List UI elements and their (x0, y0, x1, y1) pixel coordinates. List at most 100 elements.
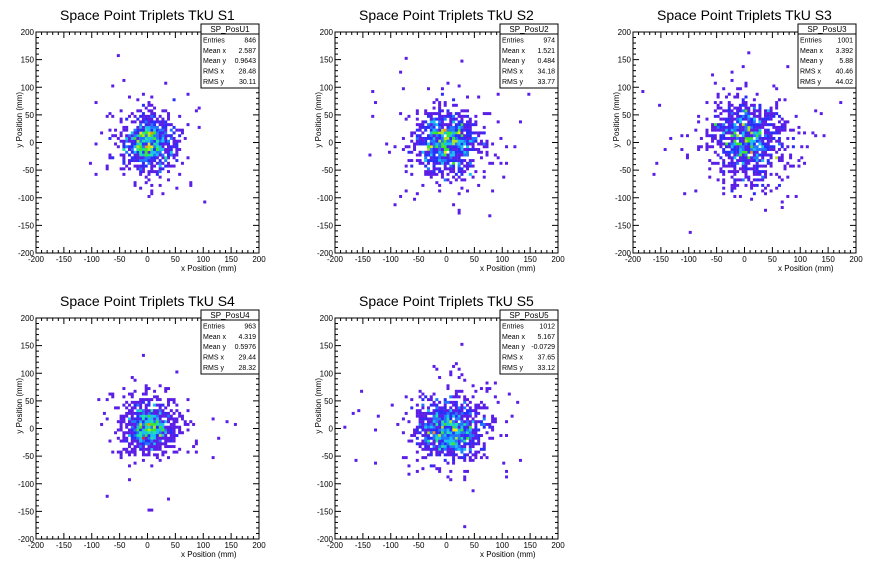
x-axis-label: x Position (mm) (181, 550, 237, 559)
histogram-cell (147, 398, 151, 402)
histogram-cell (421, 422, 425, 426)
histogram-cell (443, 145, 447, 149)
histogram-cell (471, 409, 475, 413)
histogram-cell (730, 128, 734, 132)
histogram-cell (733, 153, 737, 157)
histogram-cell (468, 125, 472, 129)
y-tick-label: -50 (619, 166, 631, 175)
histogram-cell (133, 131, 137, 135)
histogram-cell (167, 400, 170, 404)
histogram-cell (730, 70, 734, 74)
histogram-cell (443, 123, 447, 127)
histogram-cell (155, 453, 159, 457)
x-tick-label: -150 (653, 255, 670, 264)
histogram-cell (432, 445, 436, 449)
histogram-cell (418, 159, 422, 163)
histogram-cell (144, 409, 148, 413)
histogram-cell (449, 450, 453, 454)
histogram-cell (119, 120, 123, 124)
stats-row-label: Entries (203, 37, 225, 44)
histogram-cell (733, 150, 737, 154)
histogram-cell (155, 117, 159, 121)
histogram-cell (343, 425, 347, 429)
histogram-cell (435, 436, 439, 440)
histogram-cell (426, 439, 430, 443)
histogram-cell (150, 439, 154, 443)
histogram-cell (783, 128, 787, 132)
histogram-cell (172, 422, 176, 426)
histogram-cell (141, 400, 145, 404)
histogram-cell (457, 442, 461, 446)
histogram-cell (457, 84, 461, 88)
histogram-cell (741, 131, 745, 135)
histogram-cell (727, 145, 731, 149)
y-tick-label: -150 (18, 221, 35, 230)
histogram-cell (161, 139, 165, 143)
histogram-cell (460, 136, 464, 140)
histogram-cell (125, 450, 129, 454)
histogram-cell (133, 411, 137, 415)
histogram-cell (449, 422, 453, 426)
histogram-cell (733, 128, 737, 132)
histogram-cell (449, 395, 453, 399)
histogram-cell (136, 409, 140, 413)
histogram-cell (178, 425, 182, 429)
histogram-cell (738, 148, 742, 151)
histogram-cell (446, 417, 450, 421)
histogram-cell (733, 148, 737, 151)
histogram-cell (466, 403, 469, 407)
histogram-cell (471, 453, 475, 457)
histogram-cell (440, 447, 444, 451)
histogram-cell (468, 447, 472, 451)
histogram-cell (446, 434, 450, 437)
histogram-cell (766, 145, 770, 149)
histogram-cell (155, 150, 159, 154)
histogram-cell (158, 431, 162, 435)
histogram-cell (752, 106, 756, 110)
stats-row-value: 28.32 (238, 365, 256, 372)
histogram-cell (161, 425, 165, 429)
histogram-cell (144, 387, 148, 391)
histogram-cell (108, 392, 112, 396)
histogram-cell (443, 101, 447, 105)
histogram-cell (468, 400, 472, 404)
histogram-cell (466, 469, 469, 473)
histogram-cell (727, 131, 731, 135)
histogram-cell (150, 156, 154, 160)
histogram-cell (780, 123, 784, 127)
histogram-cell (438, 112, 442, 116)
histogram-cell (410, 398, 414, 402)
y-tick-label: -100 (317, 480, 334, 489)
histogram-cell (158, 458, 162, 462)
histogram-cell (150, 95, 154, 99)
histogram-cell (144, 123, 148, 127)
histogram-cell (744, 164, 748, 168)
stats-row-value: 34.18 (537, 69, 555, 76)
histogram-cell (167, 170, 170, 174)
histogram-cell (172, 400, 176, 404)
histogram-cell (744, 150, 748, 154)
histogram-cell (482, 445, 486, 449)
x-tick-label: 150 (224, 541, 238, 550)
histogram-cell (130, 139, 134, 143)
histogram-cell (144, 125, 148, 129)
histogram-cell (130, 145, 134, 149)
histogram-cell (468, 436, 472, 440)
histogram-cell (738, 117, 742, 121)
histogram-cell (750, 136, 754, 140)
histogram-cell (141, 136, 145, 140)
histogram-cell (747, 120, 751, 124)
histogram-cell (446, 114, 450, 118)
histogram-cell (457, 414, 461, 418)
histogram-cell (410, 150, 414, 154)
histogram-cell (443, 164, 447, 168)
histogram-cell (466, 425, 469, 429)
histogram-cell (493, 395, 497, 399)
y-tick-label: 200 (320, 28, 334, 37)
histogram-cell (454, 125, 458, 129)
histogram-cell (758, 114, 762, 118)
histogram-cell (775, 131, 779, 135)
histogram-cell (747, 51, 751, 55)
histogram-cell (169, 431, 173, 435)
histogram-cell (468, 414, 472, 418)
